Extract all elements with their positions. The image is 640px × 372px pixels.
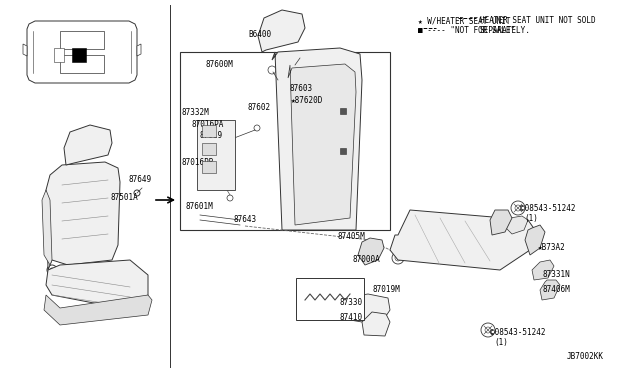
Text: ■ ---- "NOT FOR SALE": ■ ---- "NOT FOR SALE" [418,26,515,35]
Circle shape [511,201,525,215]
Circle shape [134,190,140,196]
Text: B6400: B6400 [248,30,271,39]
Polygon shape [390,210,535,270]
Polygon shape [258,10,305,52]
Text: 87600M: 87600M [205,60,233,69]
Circle shape [350,294,358,302]
Text: 87603: 87603 [290,84,313,93]
Polygon shape [532,260,554,280]
Polygon shape [525,225,545,255]
Bar [340,148,346,154]
Bar [197,120,235,190]
Polygon shape [137,44,141,56]
Text: 87331N: 87331N [543,270,571,279]
Polygon shape [44,295,152,325]
Circle shape [395,255,401,261]
Bar [60,31,104,49]
Text: 87019M: 87019M [373,285,401,294]
Circle shape [50,268,54,272]
Polygon shape [64,125,112,165]
Circle shape [227,195,233,201]
Bar [180,52,390,230]
Circle shape [515,205,521,211]
Text: 87000A: 87000A [353,255,381,264]
Bar [202,125,216,137]
Text: HEATER SEAT UNIT NOT SOLD: HEATER SEAT UNIT NOT SOLD [480,16,596,25]
Circle shape [485,327,491,333]
Text: 87330: 87330 [340,298,363,307]
Text: 87016PA: 87016PA [192,120,225,129]
Text: (1): (1) [524,214,538,223]
Text: ★B73A2: ★B73A2 [538,243,566,252]
Bar [202,143,216,155]
Polygon shape [540,280,560,300]
Polygon shape [42,190,52,265]
Text: 87602: 87602 [248,103,271,112]
Circle shape [268,66,276,74]
Polygon shape [358,238,384,265]
Text: 87410: 87410 [340,313,363,322]
Polygon shape [46,162,120,270]
Polygon shape [288,64,356,225]
Polygon shape [27,21,137,83]
Polygon shape [23,44,27,56]
Text: ©08543-51242: ©08543-51242 [520,204,575,213]
Polygon shape [362,312,390,336]
Polygon shape [46,260,148,310]
Bar [54,48,64,62]
Circle shape [221,136,229,144]
Circle shape [47,265,57,275]
Text: 87405M: 87405M [338,232,365,241]
Text: ★87620D: ★87620D [291,96,323,105]
Text: 87643: 87643 [234,215,257,224]
Text: JB7002KK: JB7002KK [567,352,604,361]
Bar [72,48,86,62]
Circle shape [254,125,260,131]
Circle shape [301,53,307,59]
Polygon shape [506,216,528,234]
Text: ©08543-51242: ©08543-51242 [490,328,545,337]
Polygon shape [490,210,512,235]
Text: 87601M: 87601M [186,202,214,211]
Text: SEPARATELY.: SEPARATELY. [480,26,531,35]
Text: 87501A: 87501A [110,193,138,202]
Bar [340,108,346,114]
Text: 87016PB: 87016PB [182,158,214,167]
Bar [202,161,216,173]
Text: 87649: 87649 [128,175,151,184]
Bar [296,278,364,320]
Polygon shape [272,48,362,230]
Circle shape [299,294,307,302]
Text: 87406M: 87406M [543,285,571,294]
Bar [60,55,104,73]
Circle shape [481,323,495,337]
Text: (1): (1) [494,338,508,347]
Text: 87019: 87019 [200,131,223,140]
Polygon shape [348,294,390,325]
Circle shape [392,252,404,264]
Text: 87332M: 87332M [182,108,210,117]
Text: ★ W/HEATER SEAT UNIT: ★ W/HEATER SEAT UNIT [418,16,511,25]
